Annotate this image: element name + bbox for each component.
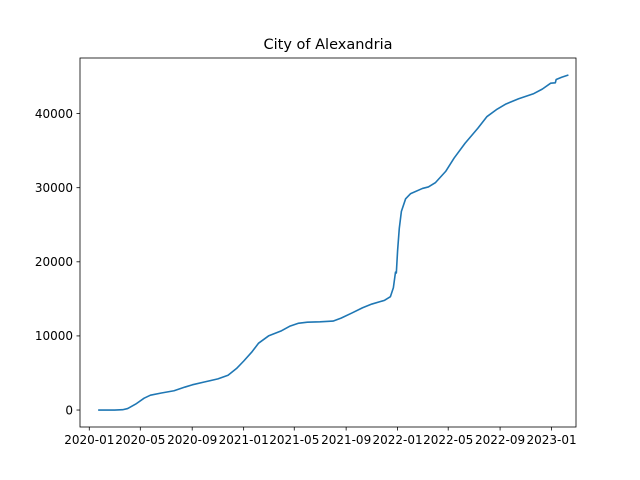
x-tick-label: 2021-01 [219, 433, 269, 447]
x-tick-label: 2020-05 [115, 433, 165, 447]
axes-frame [79, 57, 577, 428]
x-tick-label: 2021-05 [269, 433, 319, 447]
x-tick-label: 2022-09 [475, 433, 525, 447]
y-tick-label: 10000 [35, 329, 73, 343]
y-tick-label: 30000 [35, 181, 73, 195]
y-axis: 0 10000 20000 30000 40000 [35, 107, 80, 417]
x-tick-label: 2022-05 [423, 433, 473, 447]
x-tick-label: 2020-09 [167, 433, 217, 447]
x-tick-label: 2022-01 [373, 433, 423, 447]
y-tick-label: 20000 [35, 255, 73, 269]
x-tick-label: 2020-01 [64, 433, 114, 447]
x-tick-label: 2021-09 [321, 433, 371, 447]
x-tick-label: 2023-01 [526, 433, 576, 447]
x-axis: 2020-01 2020-05 2020-09 2021-01 2021-05 2021-… [64, 427, 577, 447]
plot-area [98, 74, 569, 411]
chart-title: City of Alexandria [264, 37, 393, 53]
series-line-0 [98, 74, 569, 411]
y-tick-label: 0 [65, 403, 73, 417]
y-tick-label: 40000 [35, 107, 73, 121]
